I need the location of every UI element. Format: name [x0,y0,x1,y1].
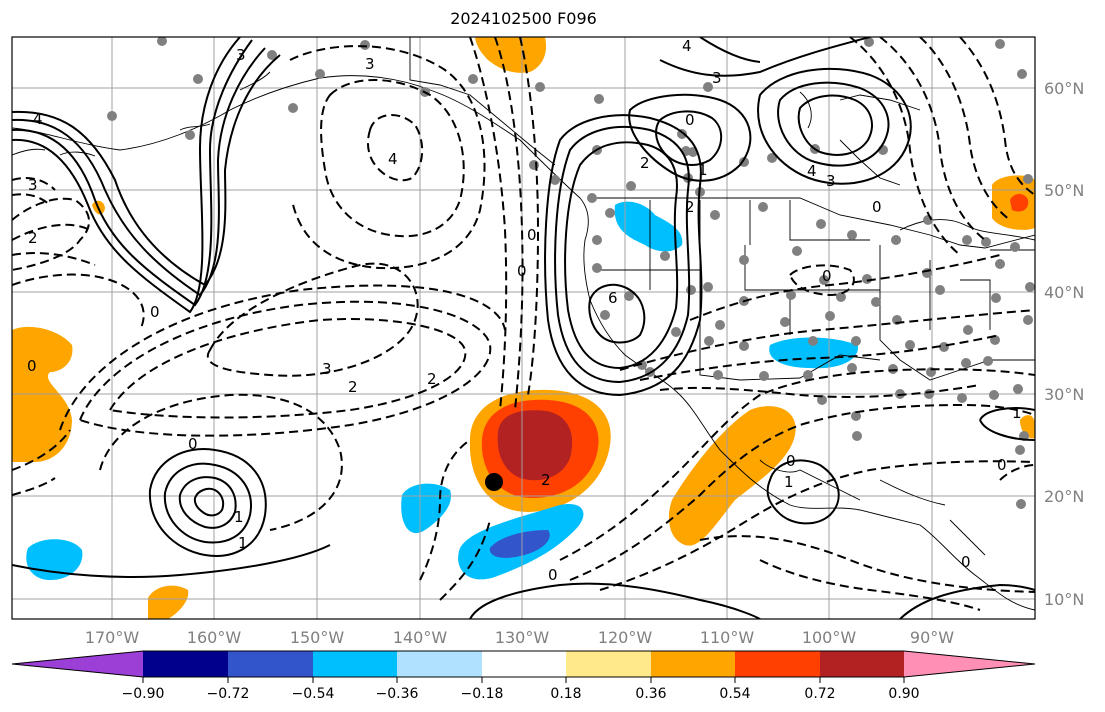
colorbar-tick: 0.18 [550,686,581,702]
contour-label: 0 [997,456,1007,474]
colorbar: −0.90 −0.72 −0.54 −0.36 −0.18 0.18 0.36 … [11,650,1036,702]
contour-label: 3 [236,46,246,64]
colorbar-segment [566,651,651,677]
lat-label: 10°N [1044,590,1084,609]
lon-label: 160°W [187,628,242,647]
contour-label: 2 [541,471,551,489]
latitude-labels: 60°N 50°N 40°N 30°N 20°N 10°N [1044,79,1084,609]
contour-label: 1 [234,508,244,526]
colorbar-segment [228,651,313,677]
colorbar-extend-high [904,651,1035,677]
colorbar-segment [820,651,904,677]
lat-label: 60°N [1044,79,1084,98]
lon-label: 110°W [700,628,755,647]
map-plot-area: 4 3 3 2 2 1 1 0 3 0 4 0 0 6 0 3 4 2 2 1 … [12,37,1035,619]
contour-label: 2 [348,378,358,396]
contour-label: 0 [685,111,695,129]
lon-label: 100°W [802,628,857,647]
colorbar-tick: −0.72 [207,686,250,702]
graticule [12,37,1035,619]
coastlines [12,37,1035,611]
colorbar-tick: −0.18 [461,686,504,702]
colorbar-tick: −0.54 [292,686,335,702]
contour-label: 2 [427,370,437,388]
lon-label: 170°W [85,628,140,647]
colorbar-tick: −0.90 [122,686,165,702]
storm-center-marker [485,473,503,491]
map-title: 2024102500 F096 [450,9,597,28]
lat-label: 30°N [1044,385,1084,404]
lat-label: 40°N [1044,283,1084,302]
colorbar-tick: 0.72 [804,686,835,702]
contour-label: 3 [322,360,332,378]
lon-label: 140°W [393,628,448,647]
contour-label: 1 [1012,404,1022,422]
contour-label: 4 [807,162,817,180]
contour-label: 0 [872,198,882,216]
colorbar-tick: 0.54 [719,686,750,702]
contour-label: 3 [28,176,38,194]
contour-label: 3 [365,55,375,73]
longitude-labels: 170°W 160°W 150°W 140°W 130°W 120°W 110°… [85,628,954,647]
contour-label: 0 [527,226,537,244]
contour-label: 0 [548,566,558,584]
colorbar-tick: −0.36 [376,686,419,702]
lon-label: 90°W [910,628,954,647]
contour-label: 4 [388,150,398,168]
lon-label: 150°W [290,628,345,647]
contour-labels: 4 3 3 2 2 1 1 0 3 0 4 0 0 6 0 3 4 2 2 1 … [27,37,1022,584]
colorbar-segment [735,651,820,677]
contours-solid [12,37,1035,619]
contour-label: 0 [822,267,832,285]
map-frame [11,36,1036,620]
contours-dashed [12,37,1035,611]
lon-label: 130°W [495,628,550,647]
contour-label: 1 [698,161,708,179]
contour-label: 2 [685,198,695,216]
contour-label: 1 [784,473,794,491]
colorbar-extend-low [12,651,143,677]
colorbar-tick: 0.90 [888,686,919,702]
contour-label: 2 [640,154,650,172]
contour-label: 4 [33,110,43,128]
lat-label: 50°N [1044,181,1084,200]
colorbar-segment [482,651,566,677]
contour-label: 0 [961,553,971,571]
lat-label: 20°N [1044,487,1084,506]
contour-label: 1 [238,534,248,552]
contour-label: 0 [188,435,198,453]
station-markers [107,37,1035,509]
contour-label: 0 [150,303,160,321]
contour-label: 0 [27,357,37,375]
colorbar-segment [313,651,397,677]
contour-label: 0 [786,452,796,470]
contour-label: 0 [517,262,527,280]
colorbar-segment [651,651,735,677]
contour-label: 6 [608,289,618,307]
contour-label: 2 [28,229,38,247]
colorbar-segment [143,651,228,677]
colorbar-segment [397,651,482,677]
lon-label: 120°W [598,628,653,647]
contour-label: 4 [682,37,692,55]
contour-label: 3 [712,69,722,87]
colorbar-tick: 0.36 [635,686,666,702]
contour-label: 3 [826,172,836,190]
